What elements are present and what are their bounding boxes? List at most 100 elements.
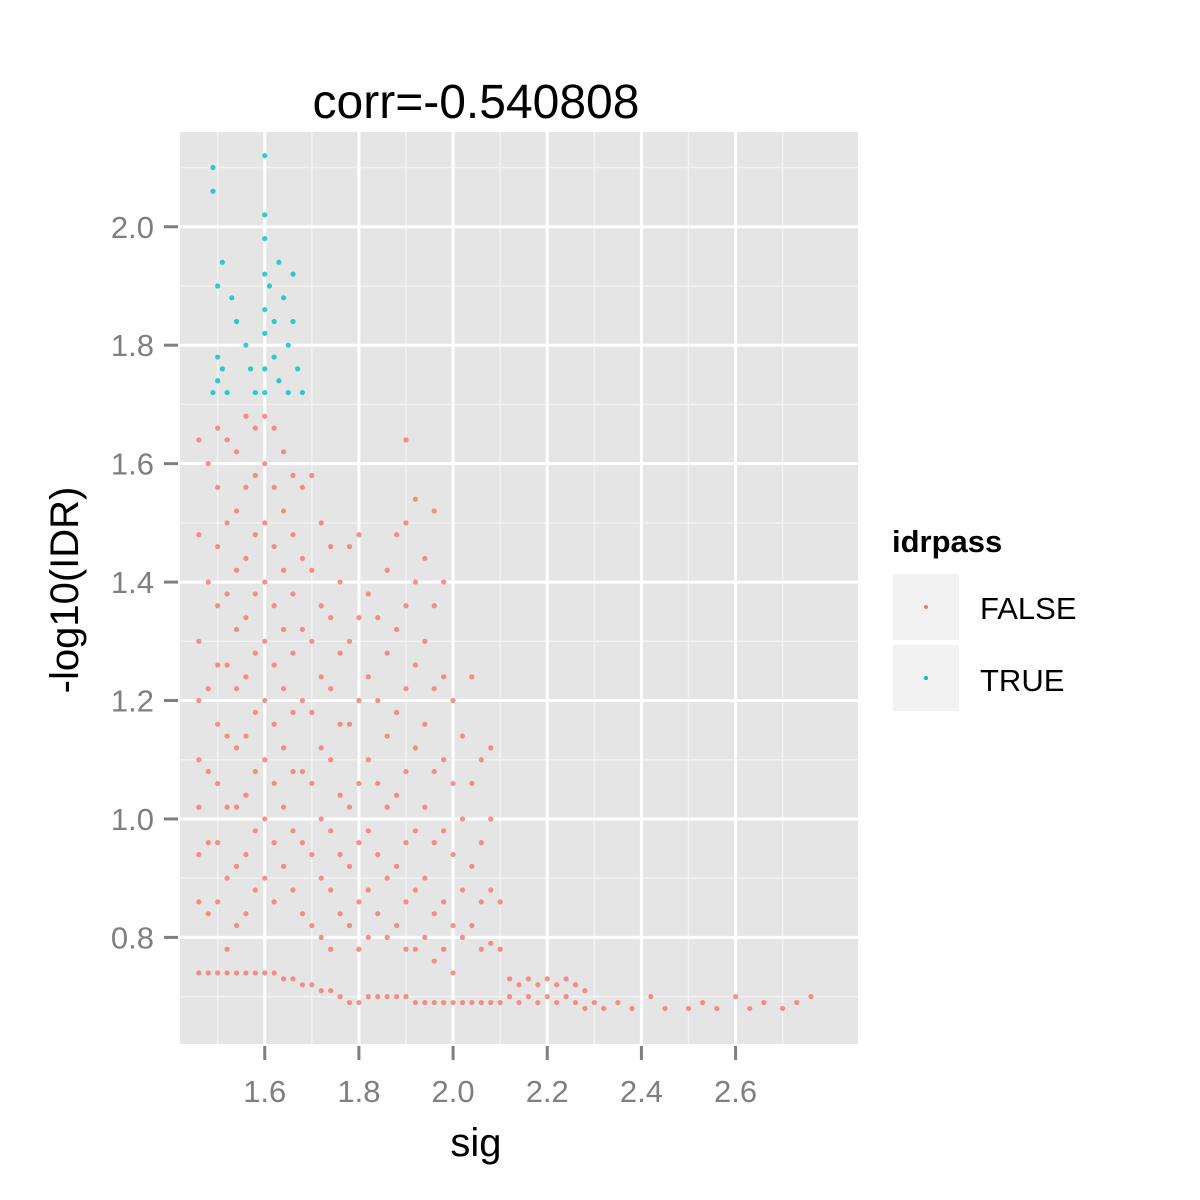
data-point (356, 946, 362, 952)
data-point (280, 976, 287, 982)
data-point (365, 591, 371, 597)
data-point (271, 425, 277, 431)
data-point (299, 982, 306, 988)
data-point (299, 768, 306, 775)
data-point (685, 1005, 692, 1012)
data-point (290, 709, 296, 715)
data-point (337, 994, 343, 1000)
data-point (290, 976, 296, 982)
data-point (224, 875, 230, 881)
data-point (422, 875, 428, 881)
data-point (761, 999, 767, 1006)
data-point (572, 999, 579, 1006)
data-point (215, 543, 221, 550)
data-point (469, 863, 475, 869)
y-tick-label: 1.6 (111, 447, 154, 482)
data-point (403, 768, 409, 775)
data-point (403, 520, 409, 526)
data-point (262, 389, 268, 396)
data-point (196, 757, 202, 763)
data-point (271, 603, 277, 609)
y-tick-label: 1.2 (111, 684, 154, 719)
data-point (488, 887, 494, 893)
data-point (375, 994, 381, 1000)
data-point (384, 733, 390, 739)
data-point (309, 472, 315, 479)
legend-point-true (924, 676, 928, 680)
x-tick-label: 2.4 (620, 1074, 663, 1109)
data-point (280, 745, 287, 751)
data-point (375, 911, 381, 917)
data-point (196, 697, 202, 704)
data-point (544, 994, 550, 1000)
data-point (219, 366, 225, 372)
x-tick-label: 2.6 (714, 1074, 757, 1109)
data-point (412, 496, 419, 502)
data-point (497, 946, 503, 952)
data-point (337, 650, 343, 656)
data-point (262, 235, 268, 242)
data-point (243, 970, 249, 976)
data-point (441, 946, 447, 952)
data-point (196, 532, 202, 538)
data-point (262, 271, 268, 277)
data-point (422, 804, 428, 810)
data-point (271, 484, 277, 490)
data-point (280, 686, 287, 692)
data-point (205, 768, 211, 775)
data-point (365, 934, 371, 941)
data-point (375, 780, 381, 787)
data-point (450, 780, 456, 787)
data-point (233, 318, 240, 325)
data-point (271, 318, 277, 325)
data-point (346, 804, 353, 810)
data-point (648, 994, 654, 1000)
chart-title: corr=-0.540808 (313, 76, 640, 129)
data-point (488, 940, 494, 946)
data-point (290, 650, 296, 656)
data-point (243, 615, 249, 621)
data-point (285, 389, 291, 396)
data-point (384, 804, 390, 810)
data-point (295, 366, 301, 372)
data-point (252, 709, 258, 715)
data-point (318, 520, 324, 526)
data-point (290, 271, 296, 277)
data-point (478, 757, 484, 763)
data-point (563, 976, 569, 982)
data-point (794, 999, 800, 1006)
data-point (285, 342, 291, 348)
data-point (412, 745, 419, 751)
data-point (441, 828, 447, 834)
data-point (271, 662, 277, 668)
data-point (262, 757, 268, 763)
data-point (337, 792, 343, 798)
data-point (328, 757, 334, 763)
data-point (280, 508, 287, 514)
data-point (196, 899, 202, 905)
data-point (196, 437, 202, 443)
data-point (215, 484, 221, 490)
data-point (403, 840, 409, 846)
data-point (337, 721, 343, 727)
data-point (393, 709, 400, 715)
data-point (497, 899, 503, 905)
data-point (290, 887, 296, 893)
data-point (365, 828, 371, 834)
data-point (233, 922, 240, 929)
data-point (403, 686, 409, 692)
data-point (615, 999, 621, 1006)
data-point (309, 709, 315, 715)
data-point (572, 982, 579, 988)
data-point (205, 911, 211, 917)
data-point (747, 1005, 753, 1012)
data-point (299, 484, 306, 490)
data-point (205, 686, 211, 692)
data-point (233, 863, 240, 869)
data-point (205, 840, 211, 846)
data-point (431, 603, 437, 609)
data-point (328, 887, 334, 893)
data-point (478, 899, 484, 905)
data-point (478, 946, 484, 952)
